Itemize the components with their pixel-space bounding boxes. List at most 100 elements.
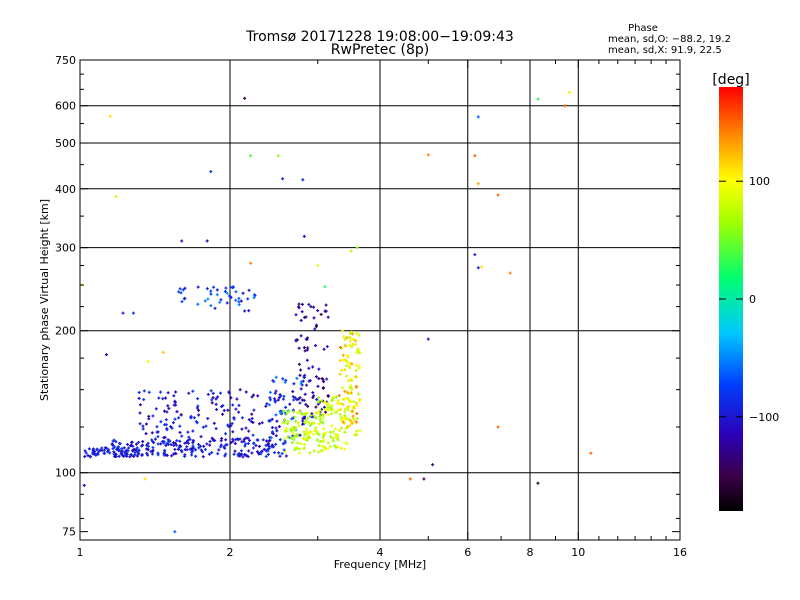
data-point-o: [172, 394, 176, 398]
data-point-x: [354, 363, 358, 367]
data-point-x: [335, 401, 339, 405]
data-point-o: [279, 411, 283, 415]
data-point-o: [247, 309, 251, 313]
data-point-o: [201, 425, 205, 429]
data-point-o: [209, 304, 213, 308]
data-point-x: [290, 441, 294, 445]
data-point-o: [316, 384, 320, 388]
data-point-o: [273, 451, 277, 455]
data-point-o: [272, 445, 276, 449]
data-point-o: [224, 452, 228, 456]
data-point-x: [343, 368, 347, 372]
data-point-x: [303, 412, 307, 416]
data-point-x: [308, 423, 312, 427]
data-point-o: [233, 442, 237, 446]
data-point-o: [156, 430, 160, 434]
data-point-x: [318, 440, 322, 444]
data-point-o: [102, 451, 106, 455]
y-tick-label: 300: [55, 242, 76, 255]
y-tick-label: 750: [55, 54, 76, 67]
data-point-o: [476, 266, 480, 270]
data-point-o: [159, 390, 163, 394]
data-point-o: [243, 96, 247, 100]
data-point-o: [294, 313, 298, 317]
data-point-o: [212, 285, 216, 289]
data-point-o: [130, 440, 134, 444]
data-point-o: [302, 234, 306, 238]
data-point-o: [179, 291, 183, 295]
data-point-o: [300, 302, 304, 306]
data-point-x: [355, 417, 359, 421]
data-point-x: [355, 429, 359, 433]
data-point-o: [183, 454, 187, 458]
data-point-x: [563, 104, 567, 108]
data-point-o: [250, 412, 254, 416]
data-point-o: [222, 445, 226, 449]
data-point-o: [140, 453, 144, 457]
data-point-o: [311, 396, 315, 400]
data-point-x: [249, 154, 253, 158]
data-point-o: [295, 376, 299, 380]
data-point-o: [233, 449, 237, 453]
data-point-x: [317, 411, 321, 415]
data-point-o: [95, 447, 99, 451]
data-point-o: [197, 408, 201, 412]
data-point-o: [305, 383, 309, 387]
data-point-o: [191, 389, 195, 393]
data-point-o: [151, 446, 155, 450]
data-point-x: [355, 331, 359, 335]
data-point-o: [270, 417, 274, 421]
data-point-o: [242, 437, 246, 441]
data-point-o: [252, 393, 256, 397]
data-point-o: [223, 289, 227, 293]
data-point-o: [235, 397, 239, 401]
data-point-o: [199, 448, 203, 452]
data-point-o: [276, 398, 280, 402]
data-point-o: [244, 390, 248, 394]
data-point-o: [309, 305, 313, 309]
data-point-o: [210, 398, 214, 402]
data-point-o: [181, 288, 185, 292]
data-point-o: [110, 442, 114, 446]
data-point-x: [320, 449, 324, 453]
data-point-x: [336, 434, 340, 438]
data-point-o: [291, 390, 295, 394]
data-point-o: [132, 454, 136, 458]
data-point-x: [354, 401, 358, 405]
data-point-o: [303, 392, 307, 396]
data-point-x: [355, 246, 359, 250]
data-point-x: [321, 435, 325, 439]
data-point-x: [341, 386, 345, 390]
data-point-o: [91, 449, 95, 453]
data-point-o: [152, 441, 156, 445]
data-point-o: [257, 444, 261, 448]
data-point-x: [352, 406, 356, 410]
data-point-o: [161, 397, 165, 401]
data-point-o: [170, 454, 174, 458]
data-point-x: [343, 358, 347, 362]
data-point-o: [268, 396, 272, 400]
data-point-o: [274, 389, 278, 393]
data-point-o: [190, 446, 194, 450]
data-point-o: [314, 375, 318, 379]
data-point-o: [315, 397, 319, 401]
data-point-o: [270, 443, 274, 447]
data-point-x: [297, 409, 301, 413]
data-point-x: [323, 446, 327, 450]
data-point-o: [106, 450, 110, 454]
data-point-x: [313, 429, 317, 433]
data-point-o: [113, 445, 117, 449]
data-point-o: [189, 414, 193, 418]
data-point-x: [589, 451, 593, 455]
data-point-x: [345, 374, 349, 378]
data-point-x: [336, 438, 340, 442]
data-point-x: [282, 409, 286, 413]
data-point-o: [304, 403, 308, 407]
data-point-o: [132, 447, 136, 451]
data-point-o: [183, 441, 187, 445]
data-point-o: [476, 115, 480, 119]
data-point-o: [208, 440, 212, 444]
data-point-x: [281, 420, 285, 424]
data-point-o: [197, 413, 201, 417]
data-point-x: [357, 364, 361, 368]
